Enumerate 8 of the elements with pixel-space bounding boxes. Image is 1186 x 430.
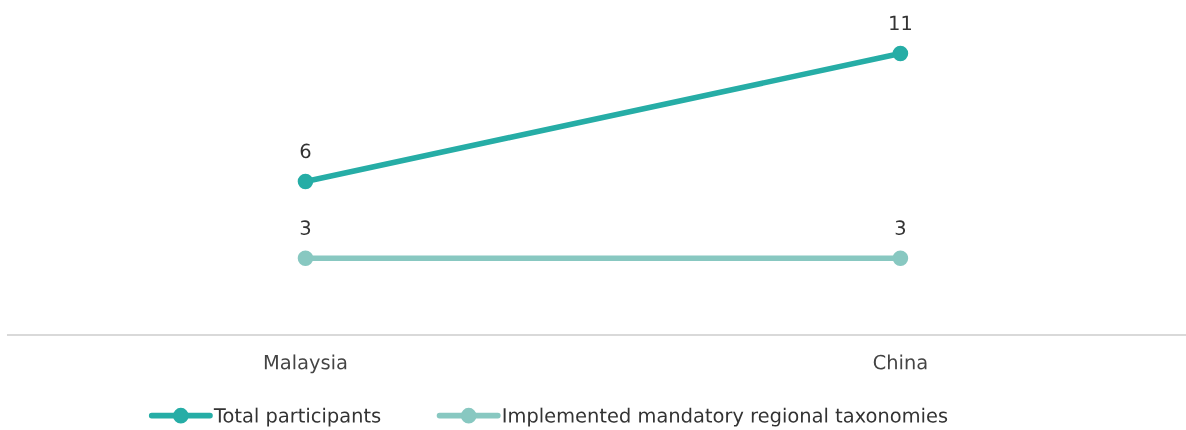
x-tick-label: China bbox=[873, 354, 927, 370]
data-label: 6 bbox=[300, 143, 311, 159]
data-label: 3 bbox=[300, 220, 311, 236]
legend-label: Total participants bbox=[213, 407, 381, 427]
data-label: 3 bbox=[895, 220, 906, 236]
x-tick-label: Malaysia bbox=[264, 354, 347, 374]
data-label: 11 bbox=[890, 15, 911, 30]
legend-label: Implemented mandatory regional taxonomies bbox=[503, 407, 948, 427]
